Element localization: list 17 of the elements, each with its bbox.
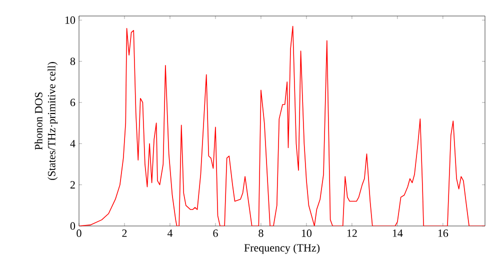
x-tick-label: 4 [167,230,173,237]
x-axis-title: Frequency (THz) [244,244,320,254]
x-tick-label: 8 [258,230,264,237]
y-tick-label: 0 [70,222,76,230]
x-tick-label: 10 [302,230,312,237]
y-tick-label: 8 [70,58,76,65]
y-tick-label: 4 [70,140,76,148]
y-axis-title: Phonon DOS (States/THz·primitive cell) [34,62,58,180]
x-tick-label: 6 [213,230,218,237]
y-tick-label: 6 [70,98,76,106]
x-tick-label: 2 [122,230,127,237]
x-tick-label: 16 [438,230,448,237]
x-tick-label: 14 [392,230,403,237]
y-tick-label: 10 [65,16,76,24]
x-tick-label: 0 [76,230,82,237]
x-tick-label: 12 [347,230,357,237]
y-tick-label: 2 [70,181,75,188]
